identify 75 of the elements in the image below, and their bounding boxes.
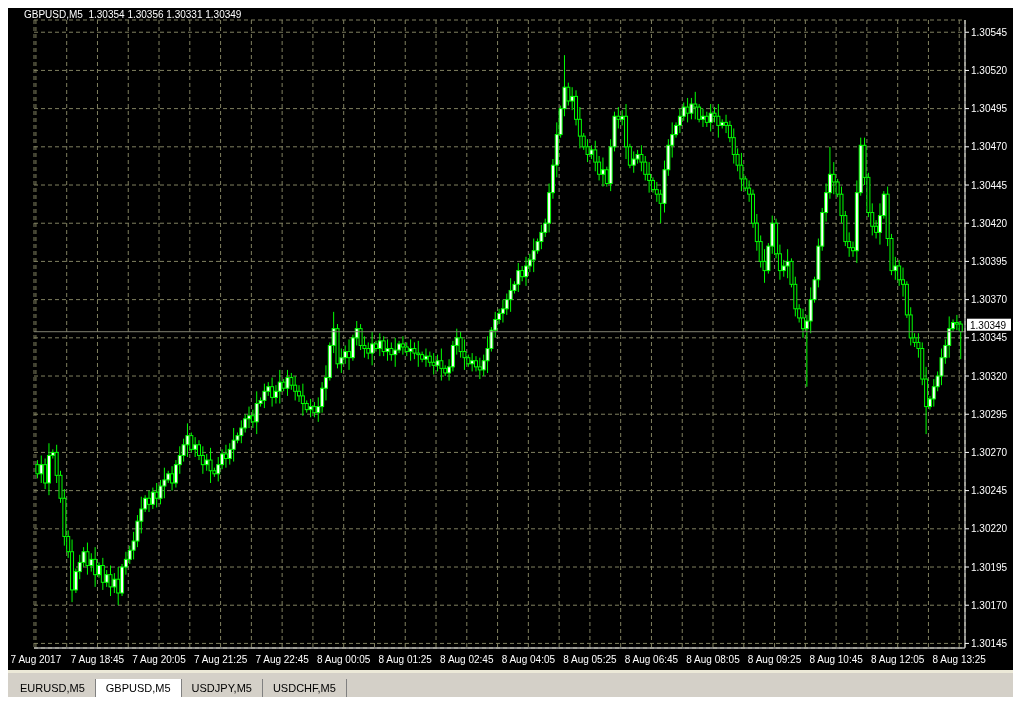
candlestick — [381, 335, 386, 357]
x-tick-label: 8 Aug 05:25 — [563, 654, 618, 666]
candlestick — [385, 338, 390, 362]
y-tick-label: 1.30345 — [971, 332, 1008, 344]
text: USDJPY,M5 — [181, 679, 263, 697]
candlestick — [700, 108, 705, 128]
candlestick — [185, 422, 190, 458]
y-tick-label: 1.30195 — [971, 561, 1008, 573]
candlestick — [685, 97, 690, 123]
candlestick — [693, 91, 698, 120]
candlestick — [170, 465, 175, 492]
text: GBPUSD,M5 — [95, 679, 182, 697]
x-tick-label: 7 Aug 21:25 — [193, 654, 248, 666]
x-tick-label: 7 Aug 2017 — [10, 654, 62, 666]
x-tick-label: 8 Aug 09:25 — [747, 654, 802, 666]
candlestick — [300, 383, 305, 417]
y-tick-label: 1.30220 — [971, 523, 1008, 535]
y-tick-label: 1.30545 — [971, 26, 1008, 38]
x-tick-label: 8 Aug 13:25 — [932, 654, 987, 666]
chart-title: GBPUSD,M5 1.30354 1.30356 1.30331 1.30349 — [24, 9, 242, 20]
y-tick-label: 1.30445 — [971, 179, 1008, 191]
candlestick — [377, 332, 382, 357]
candlestick — [89, 552, 94, 573]
x-tick-label: 8 Aug 10:45 — [809, 654, 864, 666]
y-tick-label: 1.30420 — [971, 217, 1008, 229]
candlestick — [254, 390, 259, 435]
x-tick-label: 8 Aug 06:45 — [624, 654, 679, 666]
candlestick — [85, 542, 90, 576]
x-tick-label: 7 Aug 22:45 — [255, 654, 310, 666]
candlestick — [150, 487, 155, 510]
candlestick — [223, 444, 228, 469]
y-tick-label: 1.30520 — [971, 64, 1008, 76]
y-tick-label: 1.30470 — [971, 141, 1008, 153]
y-tick-label: 1.30295 — [971, 408, 1008, 420]
candlestick — [39, 454, 44, 484]
ref-line-label: 1.30349 — [970, 319, 1007, 331]
candlestick — [35, 459, 40, 479]
x-tick-label: 8 Aug 12:05 — [870, 654, 925, 666]
text: EURUSD,M5 — [10, 679, 96, 697]
candlestick — [477, 357, 482, 380]
candlestick — [239, 419, 244, 444]
candlestick — [347, 338, 352, 371]
candlestick — [370, 331, 375, 366]
x-tick-label: 8 Aug 02:45 — [440, 654, 494, 666]
candlestick — [116, 566, 121, 606]
candlestick — [631, 150, 636, 174]
candlestick — [270, 377, 275, 408]
candlestick — [247, 406, 252, 429]
candlestick — [831, 161, 836, 195]
y-tick-label: 1.30495 — [971, 103, 1008, 115]
candlestick — [43, 458, 48, 490]
candlestick — [193, 436, 198, 458]
x-tick-label: 7 Aug 20:05 — [132, 654, 187, 666]
candlestick — [566, 82, 571, 107]
x-tick-label: 8 Aug 08:05 — [686, 654, 741, 666]
x-tick-label: 7 Aug 18:45 — [70, 654, 125, 666]
y-tick-label: 1.30320 — [971, 370, 1008, 382]
candlestick — [524, 256, 529, 287]
candlestick — [277, 369, 282, 405]
candlestick — [293, 375, 298, 401]
candlestick — [373, 340, 378, 353]
candlestick — [600, 157, 605, 188]
candlestick — [531, 238, 536, 273]
text: USDCHF,M5 — [262, 679, 347, 697]
y-tick-label: 1.30395 — [971, 255, 1008, 267]
y-tick-label: 1.30145 — [971, 637, 1008, 649]
x-tick-label: 8 Aug 00:05 — [317, 654, 371, 666]
y-tick-label: 1.30170 — [971, 599, 1008, 611]
candlestick — [112, 572, 117, 594]
x-tick-label: 8 Aug 04:05 — [501, 654, 556, 666]
y-tick-label: 1.30245 — [971, 485, 1008, 497]
y-tick-label: 1.30370 — [971, 294, 1008, 306]
x-tick-label: 8 Aug 01:25 — [378, 654, 433, 666]
y-tick-label: 1.30270 — [971, 446, 1008, 458]
candlestick — [470, 352, 475, 372]
